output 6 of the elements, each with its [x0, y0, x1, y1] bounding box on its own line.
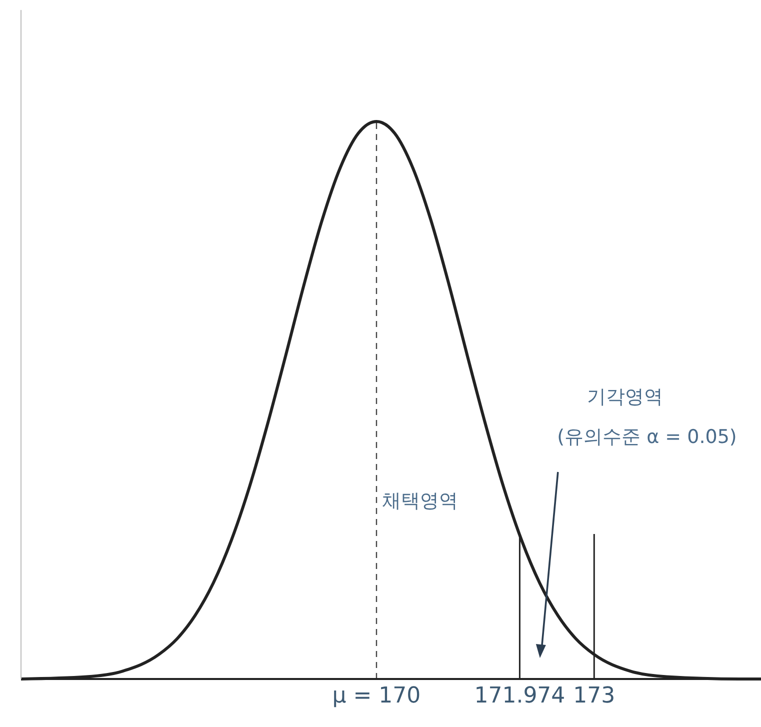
x-tick-label: μ = 170	[332, 684, 421, 709]
annotation: 채택영역	[381, 489, 459, 514]
x-tick-label: 173	[573, 684, 616, 709]
annotation: (유의수준 α = 0.05)	[556, 425, 738, 450]
annotation: 기각영역	[586, 385, 664, 410]
x-tick-label: 171.974	[474, 684, 566, 709]
